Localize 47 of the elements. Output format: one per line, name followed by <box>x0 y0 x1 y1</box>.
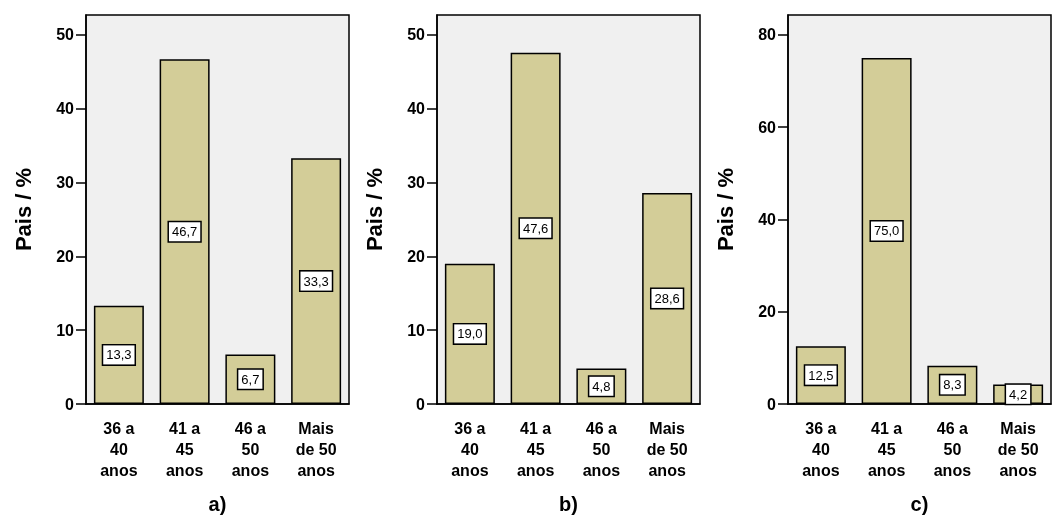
x-axis-title: a) <box>208 493 227 515</box>
x-axis-title: c) <box>910 493 929 515</box>
x-tick-label: 46 a 50 anos <box>582 420 621 479</box>
y-tick-label: 50 <box>56 26 75 44</box>
data-label: 47,6 <box>522 220 549 236</box>
data-label: 12,5 <box>808 367 834 383</box>
y-tick-label: 20 <box>56 247 75 265</box>
y-tick-label: 60 <box>758 118 777 136</box>
y-tick-label: 30 <box>407 174 426 192</box>
data-label: 19,0 <box>457 326 483 342</box>
x-tick-label: Mais de 50 anos <box>646 420 688 479</box>
y-tick-label: 30 <box>56 174 75 192</box>
data-label: 28,6 <box>654 290 680 306</box>
y-tick-label: 50 <box>407 26 426 44</box>
y-tick-label: 10 <box>407 321 426 339</box>
data-label: 75,0 <box>873 223 900 239</box>
y-axis-title: Pais / % <box>10 167 36 252</box>
x-tick-label: 36 a 40 anos <box>100 420 138 479</box>
x-tick-label: 46 a 50 anos <box>231 420 270 479</box>
y-axis-title: Pais / % <box>361 167 387 252</box>
data-label: 4,8 <box>592 378 611 394</box>
y-tick-label: 20 <box>407 247 426 265</box>
y-tick-label: 80 <box>758 26 777 44</box>
y-tick-label: 0 <box>416 395 426 413</box>
y-tick-label: 40 <box>56 100 75 118</box>
y-tick-label: 20 <box>758 303 777 321</box>
y-tick-label: 10 <box>56 321 75 339</box>
x-tick-label: 41 a 45 anos <box>516 420 555 479</box>
y-tick-label: 0 <box>767 395 777 413</box>
x-tick-label: Mais de 50 anos <box>997 420 1039 479</box>
y-tick-label: 40 <box>758 210 777 228</box>
data-label: 33,3 <box>303 273 329 289</box>
y-tick-label: 40 <box>407 100 426 118</box>
x-tick-label: 36 a 40 anos <box>451 420 489 479</box>
data-label: 4,2 <box>1009 386 1028 402</box>
x-tick-label: 46 a 50 anos <box>933 420 972 479</box>
x-axis-title: b) <box>559 493 578 515</box>
x-tick-label: Mais de 50 anos <box>295 420 337 479</box>
x-tick-label: 41 a 45 anos <box>165 420 204 479</box>
y-axis-title: Pais / % <box>712 167 738 252</box>
data-label: 8,3 <box>943 377 962 393</box>
data-label: 13,3 <box>106 347 132 363</box>
x-tick-label: 41 a 45 anos <box>867 420 906 479</box>
x-tick-label: 36 a 40 anos <box>802 420 840 479</box>
data-label: 46,7 <box>171 224 198 240</box>
data-label: 6,7 <box>241 371 260 387</box>
y-tick-label: 0 <box>65 395 75 413</box>
